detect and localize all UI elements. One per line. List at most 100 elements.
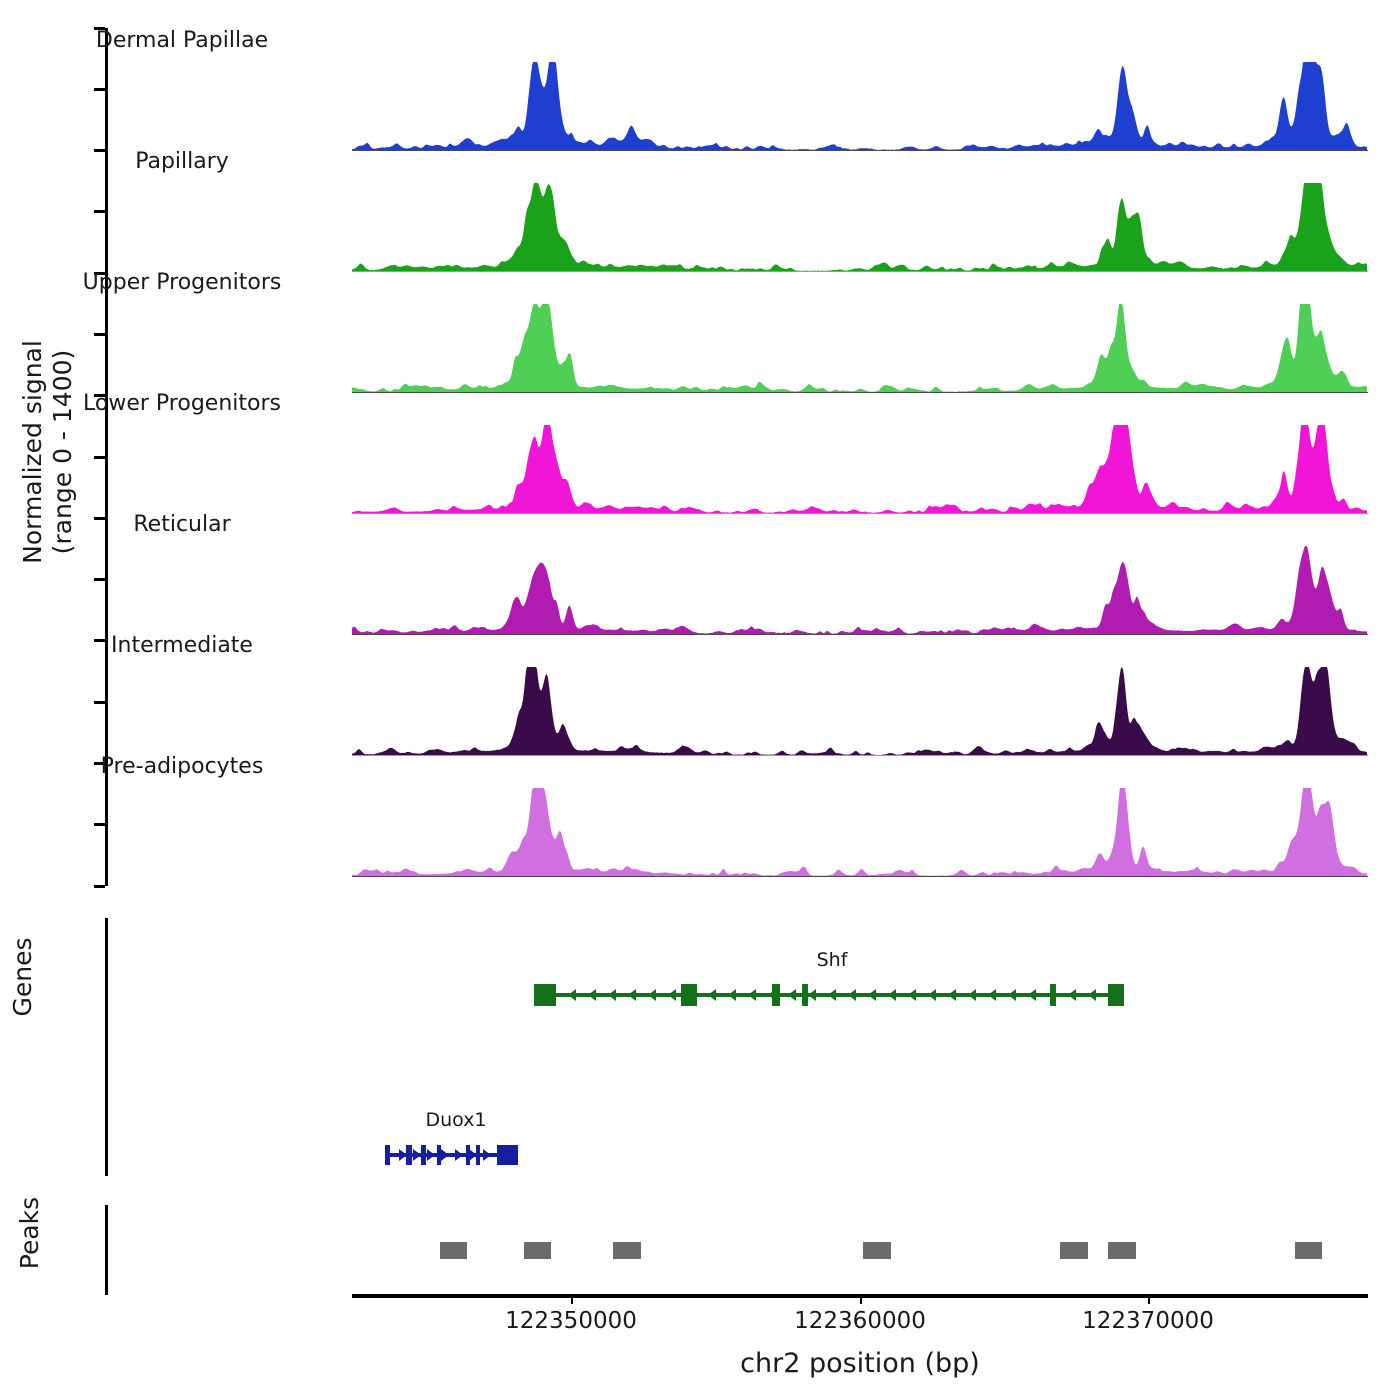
- track-baseline: [352, 755, 1368, 756]
- y-axis-tick: [94, 87, 105, 91]
- peak-region[interactable]: [863, 1242, 891, 1259]
- track-baseline: [352, 876, 1368, 877]
- strand-arrow-icon: [848, 989, 856, 1001]
- gene-exon: [406, 1145, 412, 1165]
- gene-exon: [421, 1145, 426, 1165]
- peaks-axis-spine: [105, 1205, 108, 1295]
- gene-intron-line: [385, 1153, 518, 1157]
- y-axis-tick: [94, 639, 105, 643]
- coverage-area: [352, 304, 1367, 392]
- peak-region[interactable]: [1060, 1242, 1088, 1259]
- strand-arrow-icon: [868, 989, 876, 1001]
- peaks-panel-label: Peaks: [14, 1196, 44, 1270]
- strand-arrow-icon: [588, 989, 596, 1001]
- track-label: Papillary: [135, 149, 229, 174]
- strand-arrow-icon: [748, 989, 756, 1001]
- strand-arrow-icon: [788, 989, 796, 1001]
- track-label: Dermal Papillae: [95, 28, 269, 53]
- strand-arrow-icon: [908, 989, 916, 1001]
- peak-region[interactable]: [524, 1242, 551, 1259]
- gene-exon: [385, 1145, 390, 1165]
- strand-arrow-icon: [1088, 989, 1096, 1001]
- x-axis-tick-label: 122360000: [794, 1308, 926, 1334]
- y-axis-tick: [94, 516, 105, 520]
- peak-region[interactable]: [440, 1242, 467, 1259]
- signal-track-pre-adipocytes: Pre-adipocytes: [101, 754, 1368, 877]
- strand-arrow-icon: [469, 1149, 477, 1161]
- strand-arrow-icon: [1028, 989, 1036, 1001]
- strand-arrow-icon: [888, 989, 896, 1001]
- y-axis-tick: [94, 210, 105, 214]
- gene-exon: [802, 984, 808, 1006]
- gene-exon: [497, 1145, 518, 1165]
- strand-arrow-icon: [455, 1149, 463, 1161]
- x-axis-tick: [1148, 1294, 1150, 1304]
- strand-arrow-icon: [808, 989, 816, 1001]
- y-axis-tick: [94, 455, 105, 459]
- signal-track-dermal-papillae: Dermal Papillae: [96, 28, 1368, 151]
- strand-arrow-icon: [608, 989, 616, 1001]
- peak-region[interactable]: [613, 1242, 641, 1259]
- y-axis-tick: [94, 578, 105, 582]
- strand-arrow-icon: [413, 1149, 421, 1161]
- y-axis-tick: [94, 884, 105, 888]
- coverage-area: [352, 62, 1367, 150]
- genes-axis-spine: [105, 918, 108, 1176]
- strand-arrow-icon: [1008, 989, 1016, 1001]
- x-axis-tick: [860, 1294, 862, 1304]
- strand-arrow-icon: [628, 989, 636, 1001]
- track-label: Upper Progenitors: [82, 270, 282, 295]
- coverage-area: [352, 667, 1367, 755]
- strand-arrow-icon: [427, 1149, 435, 1161]
- gene-exon: [534, 984, 556, 1006]
- peak-region[interactable]: [1295, 1242, 1322, 1259]
- track-baseline: [352, 513, 1368, 514]
- strand-arrow-icon: [668, 989, 676, 1001]
- strand-arrow-icon: [568, 989, 576, 1001]
- x-axis-tick: [571, 1294, 573, 1304]
- y-axis-tick: [94, 149, 105, 153]
- strand-arrow-icon: [948, 989, 956, 1001]
- coverage-area: [352, 546, 1367, 634]
- signal-track-lower-progenitors: Lower Progenitors: [83, 391, 1368, 514]
- strand-arrow-icon: [988, 989, 996, 1001]
- strand-arrow-icon: [399, 1149, 407, 1161]
- y-axis-tick: [94, 823, 105, 827]
- gene-exon: [476, 1145, 480, 1165]
- gene-exon: [1050, 984, 1056, 1006]
- track-label: Reticular: [133, 512, 231, 537]
- x-axis-tick-label: 122370000: [1082, 1308, 1214, 1334]
- gene-model-shf[interactable]: Shf: [0, 949, 1400, 1015]
- signal-axis-spine: [105, 28, 108, 886]
- x-axis-spine: [352, 1294, 1368, 1298]
- y-axis-tick: [94, 332, 105, 336]
- coverage-area: [352, 183, 1367, 271]
- track-baseline: [352, 271, 1368, 272]
- gene-label: Shf: [816, 949, 848, 971]
- peak-region[interactable]: [1108, 1242, 1136, 1259]
- gene-exon: [437, 1145, 441, 1165]
- y-axis-tick: [94, 271, 105, 275]
- x-axis-tick-label: 122350000: [505, 1308, 637, 1334]
- strand-arrow-icon: [1068, 989, 1076, 1001]
- coverage-area: [352, 425, 1367, 513]
- strand-arrow-icon: [648, 989, 656, 1001]
- y-axis-tick: [94, 700, 105, 704]
- gene-exon: [772, 984, 780, 1006]
- gene-label: Duox1: [425, 1109, 487, 1131]
- strand-arrow-icon: [441, 1149, 449, 1161]
- track-baseline: [352, 150, 1368, 151]
- signal-track-papillary: Papillary: [135, 149, 1368, 272]
- y-axis-tick: [94, 26, 105, 30]
- strand-arrow-icon: [483, 1149, 491, 1161]
- track-baseline: [352, 634, 1368, 635]
- y-axis-tick: [94, 761, 105, 765]
- signal-track-intermediate: Intermediate: [111, 633, 1368, 756]
- strand-arrow-icon: [708, 989, 716, 1001]
- gene-model-duox1[interactable]: Duox1: [0, 1109, 1400, 1175]
- coverage-area: [352, 788, 1367, 876]
- strand-arrow-icon: [728, 989, 736, 1001]
- track-label: Lower Progenitors: [83, 391, 281, 416]
- track-label: Pre-adipocytes: [100, 754, 264, 779]
